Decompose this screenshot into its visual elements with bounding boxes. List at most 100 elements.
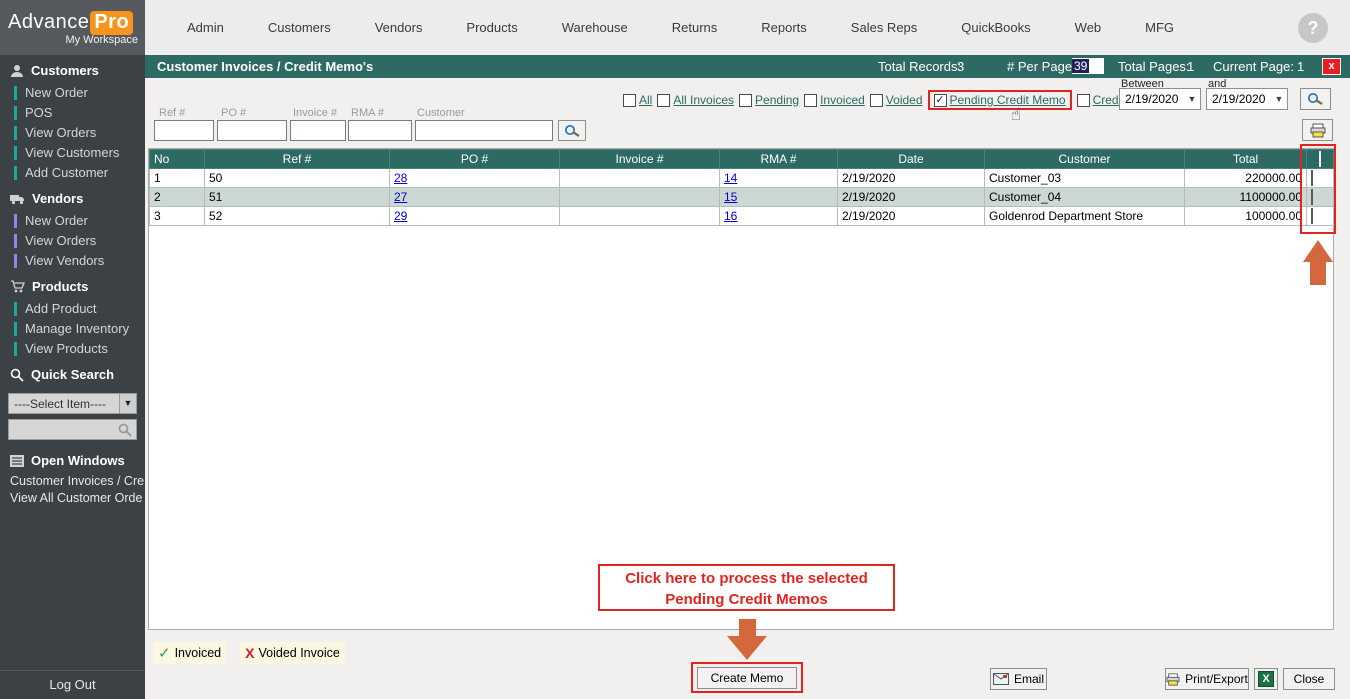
cell-invoice (559, 187, 720, 207)
brand-name: Advance (8, 11, 90, 33)
nav-reports[interactable]: Reports (761, 20, 807, 35)
sidebar-item-new-order[interactable]: New Order (0, 83, 145, 103)
checkbox-checked-icon[interactable]: ✓ (933, 93, 947, 107)
quick-search-select[interactable]: ----Select Item---- ▼ (8, 393, 137, 414)
col-customer[interactable]: Customer (984, 149, 1185, 169)
workspace-label: My Workspace (65, 34, 138, 46)
filter-label[interactable]: Invoiced (820, 93, 865, 107)
nav-products[interactable]: Products (466, 20, 518, 35)
checkbox-icon[interactable] (623, 93, 636, 107)
filter-all-invoices[interactable]: All Invoices (657, 93, 734, 107)
po-link[interactable]: 27 (394, 190, 408, 204)
sidebar-item-manage-inventory[interactable]: Manage Inventory (0, 319, 145, 339)
checkbox-icon[interactable] (1076, 93, 1090, 107)
rma-link[interactable]: 16 (724, 209, 738, 223)
sidebar-section-customers[interactable]: Customers (0, 58, 145, 83)
filter-voided[interactable]: Voided (869, 93, 923, 107)
col-total[interactable]: Total (1184, 149, 1307, 169)
nav-customers[interactable]: Customers (267, 20, 331, 35)
filter-label[interactable]: All Invoices (673, 93, 735, 107)
select-all-checkbox[interactable] (1319, 151, 1321, 167)
email-button[interactable]: Email (990, 668, 1047, 690)
row-checkbox[interactable] (1311, 189, 1313, 205)
date-search-button[interactable] (1300, 88, 1331, 110)
filter-pending[interactable]: Pending (739, 93, 799, 107)
sidebar-item-vendor-new-order[interactable]: New Order (0, 211, 145, 231)
arrow-up-icon (1303, 240, 1333, 262)
rma-link[interactable]: 15 (724, 190, 738, 204)
current-page-label: Current Page: (1213, 59, 1294, 74)
po-link[interactable]: 28 (394, 171, 408, 185)
sidebar-section-vendors[interactable]: Vendors (0, 186, 145, 211)
ref-input[interactable] (154, 120, 214, 141)
excel-export-button[interactable]: X (1254, 668, 1278, 690)
nav-web[interactable]: Web (1074, 20, 1102, 35)
sidebar-item-view-customers[interactable]: View Customers (0, 143, 145, 163)
col-no[interactable]: No (149, 149, 205, 169)
create-memo-button[interactable]: Create Memo (697, 666, 797, 689)
filter-label[interactable]: Pending Credit Memo (949, 93, 1066, 107)
status-legend: ✓ Invoiced X Voided Invoice (153, 642, 345, 664)
date-to-select[interactable]: 2/19/2020 ▼ (1206, 88, 1288, 110)
sidebar-item-view-vendors[interactable]: View Vendors (0, 251, 145, 271)
date-from-select[interactable]: 2/19/2020 ▼ (1119, 88, 1201, 110)
field-search-button[interactable] (558, 120, 586, 141)
nav-vendors[interactable]: Vendors (374, 20, 423, 35)
top-bar: Advance Pro My Workspace Admin Customers … (0, 0, 1350, 55)
checkbox-icon[interactable] (739, 93, 753, 107)
po-link[interactable]: 29 (394, 209, 408, 223)
date-from-value: 2/19/2020 (1125, 92, 1179, 106)
col-po[interactable]: PO # (389, 149, 560, 169)
nav-mfg[interactable]: MFG (1145, 20, 1175, 35)
nav-sales-reps[interactable]: Sales Reps (850, 20, 918, 35)
filter-label[interactable]: All (639, 93, 653, 107)
nav-warehouse[interactable]: Warehouse (561, 20, 628, 35)
filter-all[interactable]: All (623, 93, 652, 107)
create-memo-highlight: Create Memo (691, 662, 803, 693)
logout-button[interactable]: Log Out (0, 670, 145, 699)
row-checkbox[interactable] (1311, 170, 1313, 186)
sidebar-item-pos[interactable]: POS (0, 103, 145, 123)
quick-search-input[interactable] (8, 419, 137, 440)
sidebar-item-view-products[interactable]: View Products (0, 339, 145, 359)
total-pages-label: Total Pages: (1118, 59, 1190, 74)
customer-input[interactable] (415, 120, 553, 141)
nav-admin[interactable]: Admin (187, 20, 224, 35)
row-checkbox[interactable] (1311, 208, 1313, 224)
sidebar-section-quick-search: Quick Search (0, 362, 145, 387)
col-invoice[interactable]: Invoice # (559, 149, 720, 169)
sidebar-item-vendor-view-orders[interactable]: View Orders (0, 231, 145, 251)
col-date[interactable]: Date (837, 149, 985, 169)
sidebar-item-add-product[interactable]: Add Product (0, 299, 145, 319)
col-ref[interactable]: Ref # (204, 149, 390, 169)
filter-pending-credit-memo[interactable]: ✓ Pending Credit Memo ☝ (927, 90, 1072, 124)
print-export-button[interactable]: Print/Export (1165, 668, 1249, 690)
help-icon[interactable]: ? (1298, 13, 1328, 43)
print-list-button[interactable] (1302, 119, 1333, 141)
checkbox-icon[interactable] (869, 93, 883, 107)
sidebar-section-label: Customers (31, 63, 99, 78)
checkbox-icon[interactable] (657, 93, 671, 107)
sidebar-item-view-orders[interactable]: View Orders (0, 123, 145, 143)
open-window-item[interactable]: Customer Invoices / Cre (10, 474, 145, 488)
rma-input[interactable] (348, 120, 412, 141)
sidebar-item-add-customer[interactable]: Add Customer (0, 163, 145, 183)
col-rma[interactable]: RMA # (719, 149, 838, 169)
per-page-value: 39 (1072, 59, 1090, 73)
nav-quickbooks[interactable]: QuickBooks (961, 20, 1031, 35)
filter-label[interactable]: Voided (885, 93, 923, 107)
close-button[interactable]: Close (1283, 668, 1335, 690)
per-page-input[interactable]: 39 (1072, 58, 1104, 74)
rma-link[interactable]: 14 (724, 171, 738, 185)
invoice-input[interactable] (290, 120, 346, 141)
filter-label[interactable]: Pending (755, 93, 800, 107)
open-window-item[interactable]: View All Customer Orde (10, 491, 143, 505)
sidebar-section-label: Open Windows (31, 453, 125, 468)
nav-returns[interactable]: Returns (671, 20, 718, 35)
filter-invoiced[interactable]: Invoiced (804, 93, 865, 107)
between-label: Between (1121, 78, 1164, 90)
checkbox-icon[interactable] (804, 93, 818, 107)
sidebar-section-products[interactable]: Products (0, 274, 145, 299)
po-input[interactable] (217, 120, 287, 141)
close-icon[interactable]: x (1322, 58, 1341, 75)
